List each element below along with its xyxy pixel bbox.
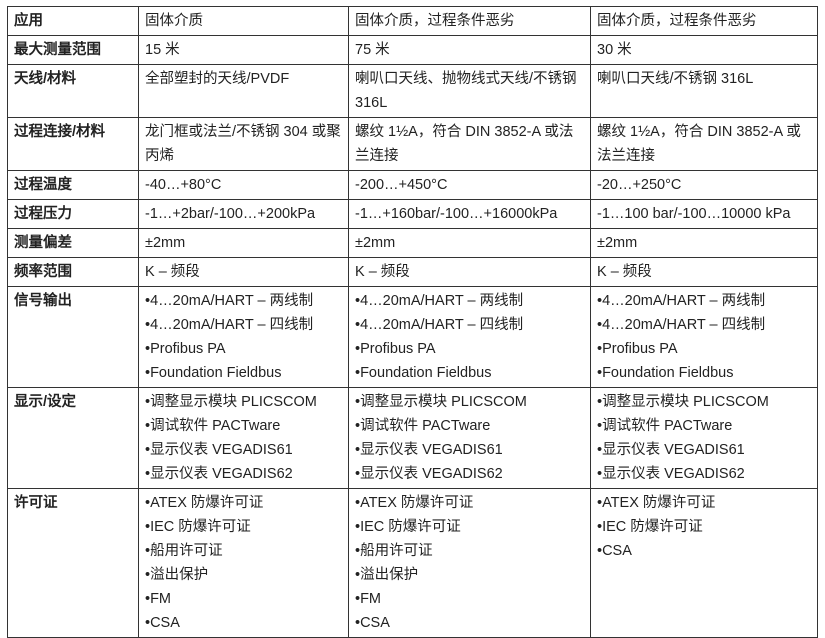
list-item: ATEX 防爆许可证 <box>355 491 584 515</box>
table-cell: 喇叭口天线/不锈钢 316L <box>590 64 818 118</box>
list-item: 调试软件 PACTware <box>597 414 811 438</box>
table-cell: -200…+450°C <box>348 170 591 200</box>
row-label: 显示/设定 <box>7 387 139 489</box>
table-cell: 固体介质 <box>138 6 349 36</box>
table-row: 许可证ATEX 防爆许可证IEC 防爆许可证船用许可证溢出保护FMCSAATEX… <box>7 488 818 638</box>
table-cell: 4…20mA/HART – 两线制4…20mA/HART – 四线制Profib… <box>138 286 349 388</box>
table-cell: ±2mm <box>590 228 818 258</box>
list-item: ATEX 防爆许可证 <box>145 491 342 515</box>
list-item: 4…20mA/HART – 两线制 <box>597 289 811 313</box>
spec-table: 应用 固体介质 固体介质，过程条件恶劣 固体介质，过程条件恶劣 最大测量范围 15 米 75… <box>7 6 818 638</box>
table-row: 信号输出4…20mA/HART – 两线制4…20mA/HART – 四线制Pr… <box>7 286 818 388</box>
table-cell: 75 米 <box>348 35 591 65</box>
table-row: 频率范围 K – 频段 K – 频段 K – 频段 <box>7 257 818 287</box>
list-item: CSA <box>597 539 811 563</box>
table-cell: 龙门框或法兰/不锈钢 304 或聚丙烯 <box>138 117 349 171</box>
list-item: IEC 防爆许可证 <box>597 515 811 539</box>
list-item: Foundation Fieldbus <box>597 361 811 385</box>
list-item: FM <box>355 587 584 611</box>
table-cell: 喇叭口天线、抛物线式天线/不锈钢 316L <box>348 64 591 118</box>
list-item: Foundation Fieldbus <box>355 361 584 385</box>
list-item: Foundation Fieldbus <box>145 361 342 385</box>
table-cell: 全部塑封的天线/PVDF <box>138 64 349 118</box>
table-cell: -20…+250°C <box>590 170 818 200</box>
list-item: CSA <box>145 611 342 635</box>
table-row: 过程温度 -40…+80°C -200…+450°C -20…+250°C <box>7 170 818 200</box>
row-label: 天线/材料 <box>7 64 139 118</box>
table-cell: -1…100 bar/-100…10000 kPa <box>590 199 818 229</box>
list-item: 调整显示模块 PLICSCOM <box>355 390 584 414</box>
list-item: Profibus PA <box>355 337 584 361</box>
table-row: 过程连接/材料 龙门框或法兰/不锈钢 304 或聚丙烯 螺纹 1½A，符合 DIN … <box>7 117 818 171</box>
list-item: 显示仪表 VEGADIS62 <box>145 462 342 486</box>
table-row: 最大测量范围 15 米 75 米 30 米 <box>7 35 818 65</box>
list-item: 4…20mA/HART – 四线制 <box>355 313 584 337</box>
row-label: 最大测量范围 <box>7 35 139 65</box>
list-item: 船用许可证 <box>355 539 584 563</box>
table-cell: 调整显示模块 PLICSCOM调试软件 PACTware显示仪表 VEGADIS… <box>138 387 349 489</box>
list-item: 4…20mA/HART – 两线制 <box>355 289 584 313</box>
list-item: 调整显示模块 PLICSCOM <box>597 390 811 414</box>
row-label: 测量偏差 <box>7 228 139 258</box>
list-item: CSA <box>355 611 584 635</box>
list-item: IEC 防爆许可证 <box>145 515 342 539</box>
list-item: 4…20mA/HART – 四线制 <box>597 313 811 337</box>
row-label: 过程温度 <box>7 170 139 200</box>
list-item: 显示仪表 VEGADIS61 <box>145 438 342 462</box>
table-cell: ATEX 防爆许可证IEC 防爆许可证船用许可证溢出保护FMCSA <box>138 488 349 638</box>
list-item: 调试软件 PACTware <box>355 414 584 438</box>
list-item: ATEX 防爆许可证 <box>597 491 811 515</box>
list-item: 4…20mA/HART – 两线制 <box>145 289 342 313</box>
table-cell: 调整显示模块 PLICSCOM调试软件 PACTware显示仪表 VEGADIS… <box>348 387 591 489</box>
list-item: 船用许可证 <box>145 539 342 563</box>
table-cell: 固体介质，过程条件恶劣 <box>348 6 591 36</box>
list-item: 显示仪表 VEGADIS61 <box>355 438 584 462</box>
row-label: 应用 <box>7 6 139 36</box>
list-item: 显示仪表 VEGADIS62 <box>355 462 584 486</box>
table-row: 测量偏差 ±2mm ±2mm ±2mm <box>7 228 818 258</box>
row-label: 过程连接/材料 <box>7 117 139 171</box>
table-cell: 螺纹 1½A，符合 DIN 3852-A 或法兰连接 <box>590 117 818 171</box>
list-item: IEC 防爆许可证 <box>355 515 584 539</box>
list-item: 调试软件 PACTware <box>145 414 342 438</box>
list-item: 调整显示模块 PLICSCOM <box>145 390 342 414</box>
list-item: Profibus PA <box>145 337 342 361</box>
table-cell: ±2mm <box>348 228 591 258</box>
table-cell: ±2mm <box>138 228 349 258</box>
table-cell: K – 频段 <box>138 257 349 287</box>
table-cell: ATEX 防爆许可证IEC 防爆许可证船用许可证溢出保护FMCSA <box>348 488 591 638</box>
row-label: 信号输出 <box>7 286 139 388</box>
list-item: 4…20mA/HART – 四线制 <box>145 313 342 337</box>
list-item: 溢出保护 <box>145 563 342 587</box>
table-cell: K – 频段 <box>590 257 818 287</box>
table-cell: 30 米 <box>590 35 818 65</box>
table-cell: 螺纹 1½A，符合 DIN 3852-A 或法兰连接 <box>348 117 591 171</box>
table-cell: ATEX 防爆许可证IEC 防爆许可证CSA <box>590 488 818 638</box>
table-cell: 4…20mA/HART – 两线制4…20mA/HART – 四线制Profib… <box>590 286 818 388</box>
table-cell: -1…+160bar/-100…+16000kPa <box>348 199 591 229</box>
row-label: 频率范围 <box>7 257 139 287</box>
table-row: 天线/材料 全部塑封的天线/PVDF 喇叭口天线、抛物线式天线/不锈钢 316L 喇叭… <box>7 64 818 118</box>
table-cell: 固体介质，过程条件恶劣 <box>590 6 818 36</box>
list-item: 溢出保护 <box>355 563 584 587</box>
table-cell: K – 频段 <box>348 257 591 287</box>
table-row: 过程压力 -1…+2bar/-100…+200kPa -1…+160bar/-100… <box>7 199 818 229</box>
table-cell: 4…20mA/HART – 两线制4…20mA/HART – 四线制Profib… <box>348 286 591 388</box>
table-cell: 调整显示模块 PLICSCOM调试软件 PACTware显示仪表 VEGADIS… <box>590 387 818 489</box>
table-cell: -40…+80°C <box>138 170 349 200</box>
row-label: 许可证 <box>7 488 139 638</box>
list-item: 显示仪表 VEGADIS62 <box>597 462 811 486</box>
table-cell: -1…+2bar/-100…+200kPa <box>138 199 349 229</box>
row-label: 过程压力 <box>7 199 139 229</box>
list-item: FM <box>145 587 342 611</box>
list-item: 显示仪表 VEGADIS61 <box>597 438 811 462</box>
list-item: Profibus PA <box>597 337 811 361</box>
table-row: 应用 固体介质 固体介质，过程条件恶劣 固体介质，过程条件恶劣 <box>7 6 818 36</box>
table-cell: 15 米 <box>138 35 349 65</box>
table-row: 显示/设定调整显示模块 PLICSCOM调试软件 PACTware显示仪表 VE… <box>7 387 818 489</box>
